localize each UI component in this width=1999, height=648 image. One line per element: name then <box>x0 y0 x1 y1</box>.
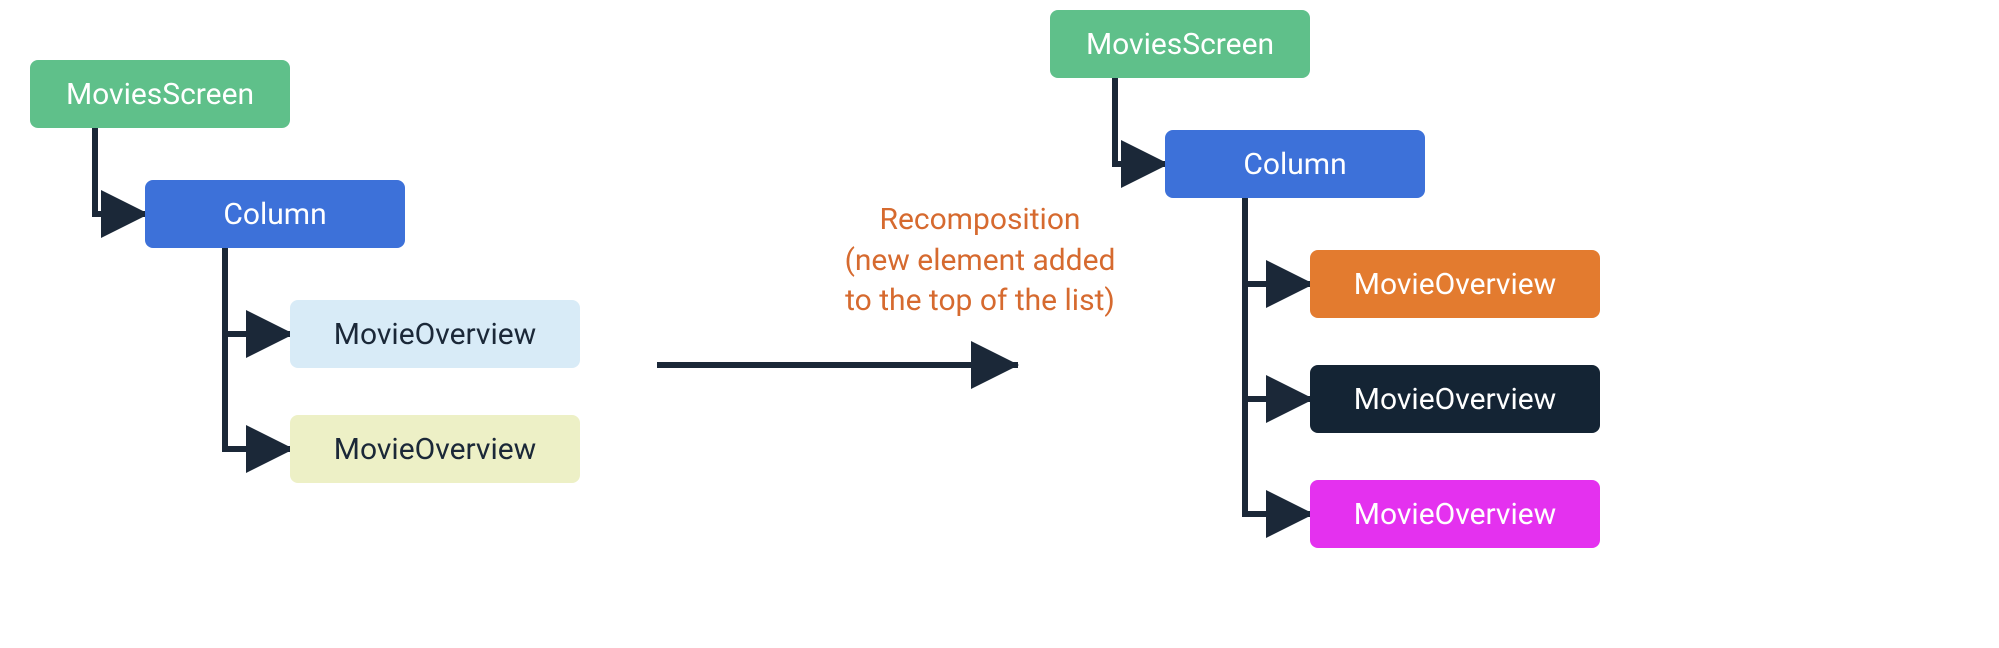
node-label: MovieOverview <box>334 432 536 467</box>
diagram-stage: MoviesScreen Column MovieOverview MovieO… <box>0 0 1999 648</box>
node-label: MovieOverview <box>1354 497 1556 532</box>
caption-line: (new element added <box>790 241 1170 282</box>
node-label: MovieOverview <box>1354 382 1556 417</box>
node-movie-overview-left-2: MovieOverview <box>290 415 580 483</box>
caption-line: Recomposition <box>790 200 1170 241</box>
recomposition-caption: Recomposition (new element added to the … <box>790 200 1170 322</box>
node-movie-overview-right-2: MovieOverview <box>1310 365 1600 433</box>
node-movies-screen-right: MoviesScreen <box>1050 10 1310 78</box>
node-column-left: Column <box>145 180 405 248</box>
node-label: Column <box>223 197 326 232</box>
node-movies-screen-left: MoviesScreen <box>30 60 290 128</box>
node-movie-overview-left-1: MovieOverview <box>290 300 580 368</box>
node-label: MovieOverview <box>1354 267 1556 302</box>
caption-line: to the top of the list) <box>790 281 1170 322</box>
node-label: MovieOverview <box>334 317 536 352</box>
node-label: MoviesScreen <box>66 77 254 112</box>
node-label: MoviesScreen <box>1086 27 1274 62</box>
node-column-right: Column <box>1165 130 1425 198</box>
node-movie-overview-right-1: MovieOverview <box>1310 250 1600 318</box>
node-label: Column <box>1243 147 1346 182</box>
node-movie-overview-right-3: MovieOverview <box>1310 480 1600 548</box>
